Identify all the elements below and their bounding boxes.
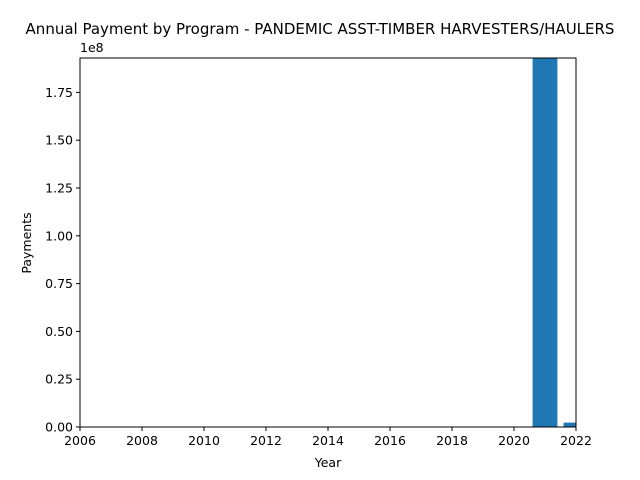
x-tick-label: 2020 — [498, 433, 530, 448]
bars-layer — [532, 58, 576, 427]
x-tick-label: 2006 — [64, 433, 96, 448]
x-tick-label: 2016 — [374, 433, 406, 448]
y-tick-label: 0.00 — [45, 420, 73, 435]
y-tick-label: 1.50 — [45, 133, 73, 148]
y-tick-label: 1.00 — [45, 228, 73, 243]
x-tick-label: 2022 — [560, 433, 592, 448]
chart-title: Annual Payment by Program - PANDEMIC ASS… — [26, 20, 615, 38]
bar-2021 — [532, 58, 558, 427]
x-tick-label: 2014 — [312, 433, 344, 448]
plot-area-frame — [79, 57, 577, 428]
y-axis-offset-label: 1e8 — [80, 40, 104, 55]
y-tick-label: 0.50 — [45, 324, 73, 339]
y-axis: 0.00 0.25 0.50 0.75 1.00 1.25 1.50 1.75 — [45, 85, 80, 435]
x-tick-label: 2008 — [126, 433, 158, 448]
bar-2022 — [563, 422, 576, 427]
x-axis-label: Year — [314, 455, 342, 470]
y-axis-label: Payments — [19, 212, 34, 273]
y-tick-label: 0.25 — [45, 372, 73, 387]
y-tick-label: 0.75 — [45, 276, 73, 291]
x-tick-label: 2012 — [250, 433, 282, 448]
x-tick-label: 2010 — [188, 433, 220, 448]
y-tick-label: 1.75 — [45, 85, 73, 100]
x-tick-label: 2018 — [436, 433, 468, 448]
y-tick-label: 1.25 — [45, 181, 73, 196]
x-axis: 2006 2008 2010 2012 2014 2016 2018 2020 2022 — [64, 427, 592, 448]
